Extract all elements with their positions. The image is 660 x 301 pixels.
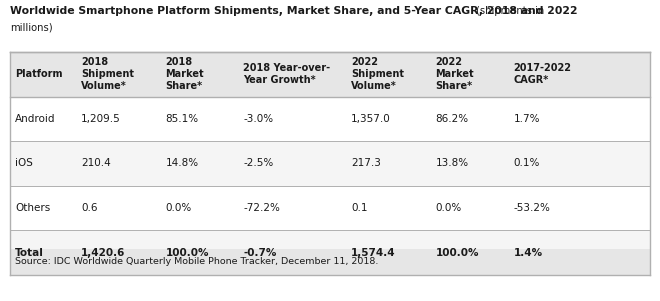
Bar	[10, 230, 650, 275]
Bar	[10, 249, 650, 275]
Text: 1,574.4: 1,574.4	[351, 248, 395, 258]
Text: -3.0%: -3.0%	[244, 114, 274, 124]
Text: Android: Android	[15, 114, 55, 124]
Text: 1.7%: 1.7%	[513, 114, 540, 124]
Bar	[10, 97, 650, 141]
Text: 13.8%: 13.8%	[436, 159, 469, 169]
Bar	[10, 186, 650, 230]
Text: 0.1: 0.1	[351, 203, 368, 213]
Text: 210.4: 210.4	[81, 159, 111, 169]
Text: 14.8%: 14.8%	[166, 159, 199, 169]
Text: 100.0%: 100.0%	[166, 248, 209, 258]
Text: 2017-2022
CAGR*: 2017-2022 CAGR*	[513, 63, 572, 85]
Text: 100.0%: 100.0%	[436, 248, 479, 258]
Text: -53.2%: -53.2%	[513, 203, 550, 213]
Text: Total: Total	[15, 248, 44, 258]
Text: -72.2%: -72.2%	[244, 203, 280, 213]
Text: Source: IDC Worldwide Quarterly Mobile Phone Tracker, December 11, 2018.: Source: IDC Worldwide Quarterly Mobile P…	[15, 257, 378, 266]
Text: 0.0%: 0.0%	[166, 203, 191, 213]
Text: 0.0%: 0.0%	[436, 203, 462, 213]
Text: Others: Others	[15, 203, 50, 213]
Text: 1,420.6: 1,420.6	[81, 248, 125, 258]
Text: 86.2%: 86.2%	[436, 114, 469, 124]
Text: 217.3: 217.3	[351, 159, 381, 169]
Text: 1,209.5: 1,209.5	[81, 114, 121, 124]
Text: 1,357.0: 1,357.0	[351, 114, 391, 124]
Text: 2018
Shipment
Volume*: 2018 Shipment Volume*	[81, 57, 134, 91]
Text: -0.7%: -0.7%	[244, 248, 277, 258]
Text: iOS: iOS	[15, 159, 33, 169]
Bar	[10, 52, 650, 97]
Text: 2018
Market
Share*: 2018 Market Share*	[166, 57, 204, 91]
Text: 85.1%: 85.1%	[166, 114, 199, 124]
Text: 1.4%: 1.4%	[513, 248, 543, 258]
Bar	[10, 141, 650, 186]
Text: 2022
Shipment
Volume*: 2022 Shipment Volume*	[351, 57, 404, 91]
Text: 2018 Year-over-
Year Growth*: 2018 Year-over- Year Growth*	[244, 63, 331, 85]
Text: Worldwide Smartphone Platform Shipments, Market Share, and 5-Year CAGR, 2018 and: Worldwide Smartphone Platform Shipments,…	[10, 6, 578, 16]
Text: -2.5%: -2.5%	[244, 159, 274, 169]
Text: (shipments in: (shipments in	[476, 6, 544, 16]
Text: 2022
Market
Share*: 2022 Market Share*	[436, 57, 474, 91]
Text: 0.1%: 0.1%	[513, 159, 540, 169]
Text: millions): millions)	[10, 22, 53, 32]
Text: 0.6: 0.6	[81, 203, 98, 213]
Text: Platform: Platform	[15, 69, 63, 79]
